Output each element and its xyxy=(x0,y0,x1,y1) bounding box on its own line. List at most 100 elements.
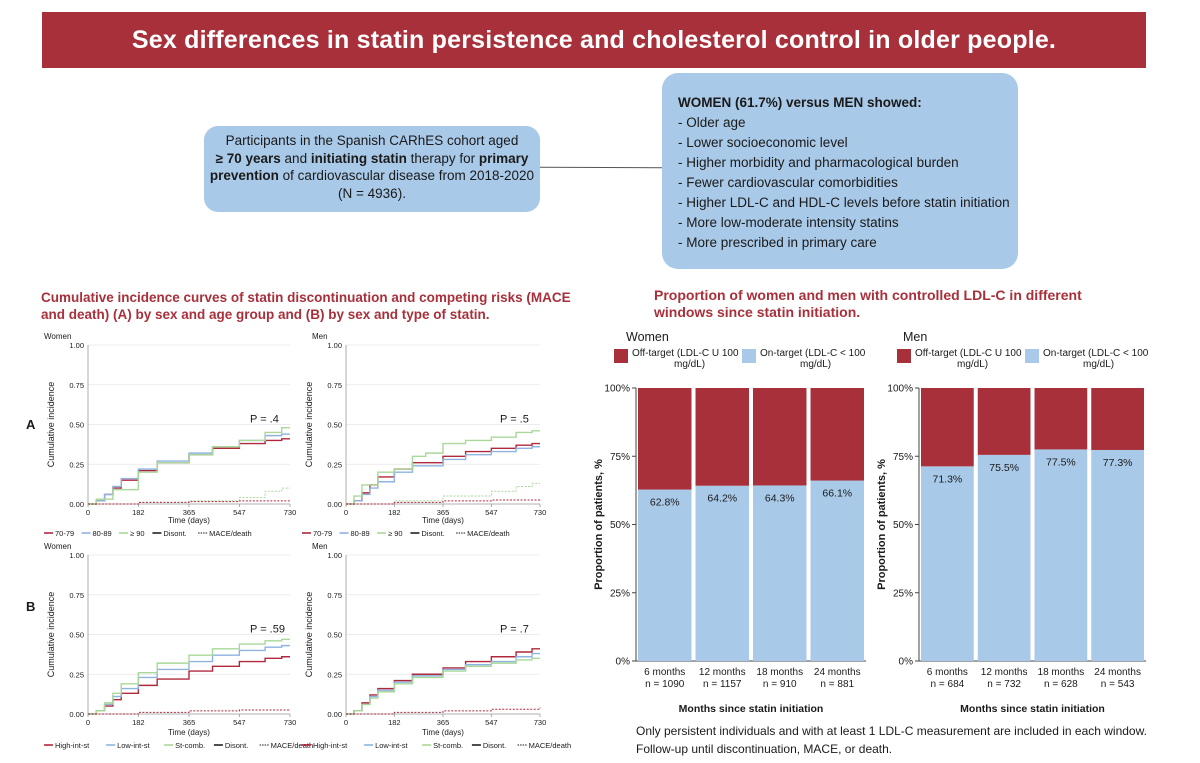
bar-category-label: 24 months xyxy=(814,667,861,678)
legend-label: High-int-st xyxy=(313,741,348,750)
bar-y-axis-label: Proportion of patients, % xyxy=(876,459,888,590)
bar-y-tick-label: 100% xyxy=(604,384,630,395)
y-axis-label: Cumulative incidence xyxy=(304,592,314,678)
bar-off-target xyxy=(1091,388,1144,450)
panel-label-b: B xyxy=(26,599,35,614)
y-tick-label: 0.50 xyxy=(327,421,342,430)
women-box-item: - Higher morbidity and pharmacological b… xyxy=(678,155,959,170)
bar-category-label: 12 months xyxy=(981,667,1028,678)
legend-label: 70-79 xyxy=(313,529,332,538)
bar-y-tick-label: 0% xyxy=(616,657,631,668)
women-box-title: WOMEN (61.7%) versus MEN showed: xyxy=(678,95,922,110)
bar-n-label: n = 881 xyxy=(820,679,854,690)
women-vs-men-box: WOMEN (61.7%) versus MEN showed: - Older… xyxy=(662,73,1018,269)
bar-n-label: n = 1157 xyxy=(703,679,742,690)
series-line xyxy=(88,709,291,715)
x-tick-label: 365 xyxy=(183,508,196,517)
bar-off-target xyxy=(753,388,807,486)
y-tick-label: 0.00 xyxy=(327,710,342,719)
x-tick-label: 0 xyxy=(344,718,348,727)
legend-label: ≥ 90 xyxy=(388,529,403,538)
legend-label: MACE/death xyxy=(209,529,252,538)
legend-label: ≥ 90 xyxy=(130,529,145,538)
x-tick-label: 182 xyxy=(132,718,145,727)
women-box-item: - Lower socioeconomic level xyxy=(678,135,848,150)
right-section-title: Proportion of women and men with control… xyxy=(654,287,1082,320)
curve-panel-title: Men xyxy=(312,332,328,341)
x-tick-label: 365 xyxy=(437,718,450,727)
series-line xyxy=(346,446,540,505)
bar-on-target xyxy=(977,454,1031,661)
panel-label-a: A xyxy=(26,417,36,432)
legend-label: 80-89 xyxy=(351,529,370,538)
bar-value-label: 66.1% xyxy=(822,488,852,500)
legend-on-target-swatch xyxy=(742,349,756,363)
bar-category-label: 6 months xyxy=(644,667,685,678)
series-line xyxy=(88,500,291,505)
participants-bold-primary: primary xyxy=(478,150,529,166)
bar-panel-title: Women xyxy=(626,330,669,344)
legend-label: 80-89 xyxy=(93,529,112,538)
legend-on-target-label-2: mg/dL) xyxy=(1083,359,1114,370)
bar-value-label: 64.3% xyxy=(765,492,795,504)
x-axis-label: Time (days) xyxy=(168,728,210,737)
legend-label: MACE/death xyxy=(271,741,314,750)
title-banner: Sex differences in statin persistence an… xyxy=(42,12,1146,68)
bar-off-target xyxy=(810,388,864,481)
legend-label: High-int-st xyxy=(55,741,90,750)
series-line xyxy=(346,499,541,505)
footnote: Only persistent individuals and with at … xyxy=(636,722,1147,758)
y-tick-label: 0.00 xyxy=(69,500,84,509)
bar-value-label: 62.8% xyxy=(650,497,680,509)
series-line xyxy=(88,426,290,505)
bar-off-target xyxy=(921,388,974,467)
bar-y-tick-label: 100% xyxy=(887,384,913,395)
x-tick-label: 365 xyxy=(183,718,196,727)
participants-line2: ≥ 70 years and initiating statin therapy… xyxy=(204,150,540,168)
bar-category-label: 18 months xyxy=(756,667,803,678)
participants-line1: Participants in the Spanish CARhES cohor… xyxy=(225,133,519,148)
participants-box: Participants in the Spanish CARhES cohor… xyxy=(204,126,540,212)
participants-mid2: therapy for xyxy=(406,150,479,166)
legend-label: Low-int-st xyxy=(117,741,150,750)
bar-y-tick-label: 50% xyxy=(610,520,630,531)
bar-on-target xyxy=(695,485,749,661)
y-tick-label: 0.75 xyxy=(327,381,342,390)
y-tick-label: 1.00 xyxy=(327,341,342,350)
bar-value-label: 71.3% xyxy=(932,473,962,485)
participants-mid1: and xyxy=(280,150,311,166)
bar-on-target xyxy=(810,480,864,661)
x-axis-label: Time (days) xyxy=(422,516,464,525)
x-tick-label: 730 xyxy=(534,508,547,517)
y-tick-label: 0.50 xyxy=(327,631,342,640)
bar-category-label: 6 months xyxy=(927,667,968,678)
legend-label: Disont. xyxy=(421,529,444,538)
y-axis-label: Cumulative incidence xyxy=(304,382,314,468)
x-tick-label: 730 xyxy=(284,508,297,517)
bar-on-target xyxy=(753,485,807,661)
series-line xyxy=(346,482,540,505)
page-title: Sex differences in statin persistence an… xyxy=(131,25,1057,54)
series-line xyxy=(346,707,541,715)
participants-bold-initiating: initiating statin xyxy=(310,150,407,166)
legend-on-target-label-2: mg/dL) xyxy=(800,359,831,370)
series-line xyxy=(88,638,290,715)
footnote-line1: Only persistent individuals and with at … xyxy=(636,724,1147,738)
bar-y-tick-label: 75% xyxy=(610,452,630,463)
bar-off-target xyxy=(977,388,1031,455)
p-value-label: P = .5 xyxy=(500,414,529,426)
bar-n-label: n = 684 xyxy=(931,679,965,690)
legend-label: Low-int-st xyxy=(375,741,408,750)
legend-label: St-comb. xyxy=(175,741,205,750)
x-axis-label: Time (days) xyxy=(168,516,210,525)
bar-off-target xyxy=(695,388,749,486)
legend-label: St-comb. xyxy=(433,741,463,750)
curve-panel-title: Women xyxy=(44,542,71,551)
bar-category-label: 12 months xyxy=(699,667,746,678)
bar-y-tick-label: 75% xyxy=(893,452,913,463)
x-tick-label: 730 xyxy=(534,718,547,727)
y-tick-label: 0.75 xyxy=(69,591,84,600)
legend-off-target-label-2: mg/dL) xyxy=(674,359,705,370)
y-axis-label: Cumulative incidence xyxy=(46,382,56,468)
